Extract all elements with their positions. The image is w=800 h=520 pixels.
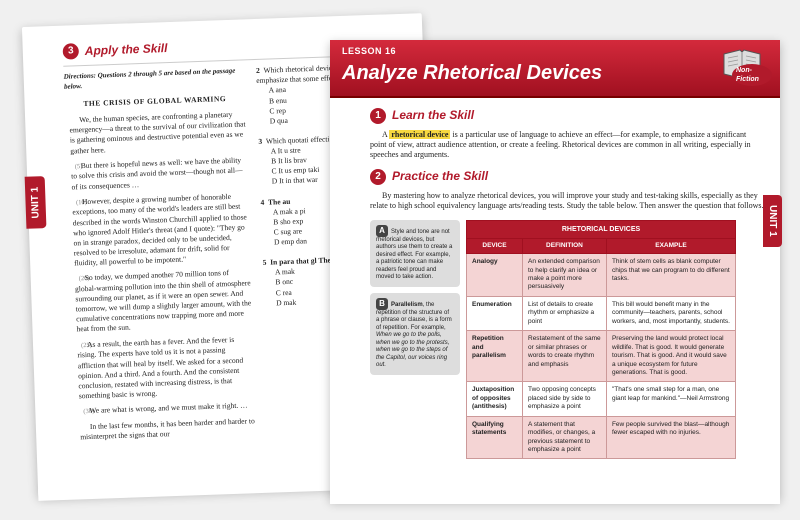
passage-para-6: (30)We are what is wrong, and we must ma… (79, 400, 256, 417)
practice-body: By mastering how to analyze rhetorical d… (370, 191, 764, 212)
callouts-column: AStyle and tone are not rhetorical devic… (370, 220, 460, 460)
learn-skill-header: 1 Learn the Skill (370, 108, 764, 124)
practice-skill-title: Practice the Skill (392, 169, 488, 185)
torn-edge-front (330, 492, 780, 504)
table-row: Enumeration List of details to create rh… (467, 296, 736, 330)
passage-body: We, the human species, are confronting a… (65, 110, 257, 443)
rhetorical-devices-table: RHETORICAL DEVICES DEVICE DEFINITION EXA… (466, 220, 736, 460)
nonfiction-badge: Non-Fiction (732, 64, 772, 86)
unit-tab-front: UNIT 1 (763, 195, 782, 247)
passage-para-5: (25)As a result, the earth has a fever. … (77, 334, 255, 402)
passage-para-2: (5)But there is hopeful news as well: we… (71, 155, 248, 192)
col-example: EXAMPLE (606, 238, 735, 253)
learn-skill-title: Learn the Skill (392, 108, 474, 124)
callout-badge-b: B (376, 298, 388, 310)
col-definition: DEFINITION (523, 238, 607, 253)
col-device: DEVICE (467, 238, 523, 253)
table-title: RHETORICAL DEVICES (467, 220, 736, 238)
passage-column: Directions: Questions 2 through 5 are ba… (64, 67, 257, 448)
table-row: Repetition and parallelism Restatement o… (467, 331, 736, 382)
unit-tab-back: UNIT 1 (25, 176, 46, 228)
directions-text: Directions: Questions 2 through 5 are ba… (64, 67, 245, 92)
lesson-label: LESSON 16 (342, 46, 768, 58)
skill-number-3: 3 (63, 43, 80, 60)
practice-skill-header: 2 Practice the Skill (370, 169, 764, 185)
lesson-banner: LESSON 16 Analyze Rhetorical Devices Non… (330, 40, 780, 98)
apply-skill-title: Apply the Skill (85, 40, 168, 59)
passage-para-1: We, the human species, are confronting a… (69, 110, 247, 157)
table-row: Juxtaposition of opposites (antithesis) … (467, 382, 736, 416)
passage-para-3: (10)However, despite a growing number of… (72, 191, 251, 269)
skill-number-1: 1 (370, 108, 386, 124)
callout-badge-a: A (376, 225, 388, 237)
table-row: Qualifying statements A statement that m… (467, 416, 736, 459)
passage-para-7: In the last few months, it has been hard… (80, 416, 257, 442)
callout-a: AStyle and tone are not rhetorical devic… (370, 220, 460, 287)
learn-body: A rhetorical device is a particular use … (370, 130, 764, 161)
term-highlight: rhetorical device (389, 130, 450, 139)
passage-para-4: (20)So today, we dumped another 70 milli… (75, 267, 253, 335)
front-page: UNIT 1 LESSON 16 Analyze Rhetorical Devi… (330, 40, 780, 500)
skill-number-2: 2 (370, 169, 386, 185)
callout-b: BParallelism, the repetition of the stru… (370, 293, 460, 375)
passage-title: THE CRISIS OF GLOBAL WARMING (64, 93, 245, 109)
lesson-title: Analyze Rhetorical Devices (342, 60, 768, 86)
table-area: AStyle and tone are not rhetorical devic… (370, 220, 764, 460)
table-row: Analogy An extended comparison to help c… (467, 254, 736, 297)
